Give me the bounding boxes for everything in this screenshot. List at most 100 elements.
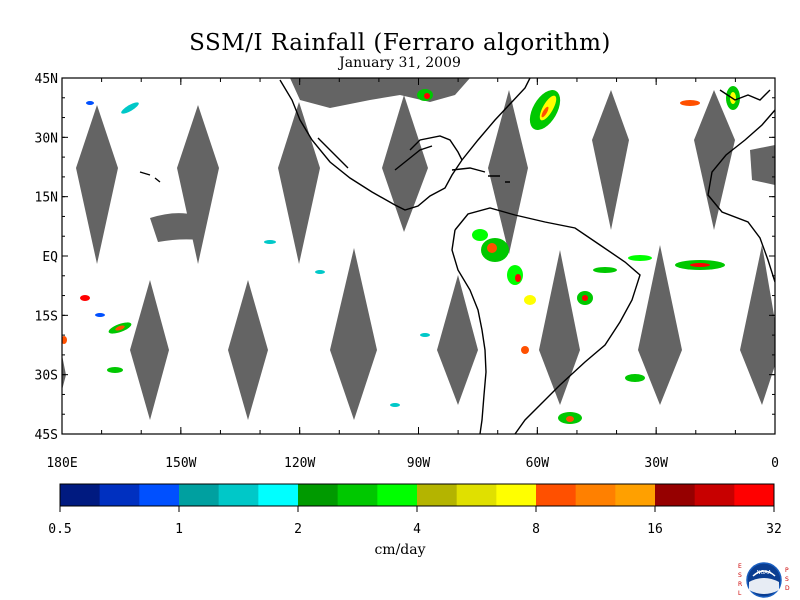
swath-gap xyxy=(539,250,580,405)
rain-patch xyxy=(582,295,588,301)
colorbar-tick-label: 2 xyxy=(294,522,302,537)
lat-label: 30N xyxy=(35,131,58,146)
rain-patch xyxy=(690,263,710,267)
map-content xyxy=(62,78,775,434)
colorbar-tick-label: 4 xyxy=(413,522,421,537)
rain-patch xyxy=(264,240,276,244)
map-date: January 31, 2009 xyxy=(339,55,461,71)
colorbar-swatch xyxy=(694,484,735,506)
rain-patch xyxy=(472,229,488,241)
rain-patch xyxy=(121,102,139,114)
rain-patch xyxy=(680,100,700,106)
colorbar-swatch xyxy=(139,484,180,506)
rain-patch xyxy=(86,101,94,105)
swath-gap xyxy=(150,213,200,242)
rain-patches xyxy=(62,86,740,424)
lon-label: 150W xyxy=(165,456,196,471)
colorbar-swatch xyxy=(298,484,339,506)
lon-label: 120W xyxy=(284,456,315,471)
swath-gap xyxy=(638,245,682,405)
logo-left-letter-3: R xyxy=(738,581,742,588)
colorbar-swatch xyxy=(655,484,696,506)
coastline-mexico xyxy=(317,137,433,171)
colorbar-tick-label: 16 xyxy=(647,522,663,537)
lat-label: 30S xyxy=(35,369,58,384)
colorbar-swatch xyxy=(496,484,537,506)
colorbar-swatch xyxy=(734,484,775,506)
lon-label: 90W xyxy=(407,456,431,471)
lat-label: 45N xyxy=(35,72,58,87)
logo-left-letter-4: L xyxy=(738,590,742,597)
colorbar-swatch xyxy=(417,484,458,506)
swath-gap xyxy=(278,102,320,264)
logo-right-letter-3: D xyxy=(785,585,790,592)
latitude-axis: 45N 30N 15N EQ 15S 30S 45S xyxy=(35,72,775,443)
rain-patch xyxy=(521,346,529,354)
rain-patch xyxy=(628,255,652,261)
logo-left-letter-1: E xyxy=(738,563,742,570)
swath-gap xyxy=(694,90,735,230)
coastline-europe xyxy=(719,89,771,101)
logo-right-letter-2: S xyxy=(785,576,789,583)
longitude-axis: 180E 150W 120W 90W 60W 30W 0 xyxy=(46,78,779,471)
colorbar-unit-label: cm/day xyxy=(374,542,426,558)
map-title: SSM/I Rainfall (Ferraro algorithm) xyxy=(189,30,611,56)
lon-label: 30W xyxy=(644,456,668,471)
rain-patch xyxy=(107,367,123,373)
swath-gap-regions xyxy=(62,78,775,420)
swath-gap xyxy=(592,90,629,230)
swath-gap xyxy=(330,248,377,420)
colorbar-tick-label: 1 xyxy=(175,522,183,537)
rain-patch xyxy=(80,295,90,301)
swath-gap xyxy=(228,280,268,420)
colorbar-swatch xyxy=(258,484,299,506)
rain-patch xyxy=(95,313,105,317)
colorbar-tick-label: 32 xyxy=(766,522,782,537)
lon-label: 180E xyxy=(46,456,77,471)
swath-gap xyxy=(76,105,118,264)
rain-patch xyxy=(625,374,645,382)
rain-patch xyxy=(541,106,549,118)
colorbar-swatch xyxy=(377,484,418,506)
colorbar-swatch xyxy=(615,484,656,506)
lon-label: 0 xyxy=(771,456,779,471)
swath-gap xyxy=(177,105,219,264)
swath-gap xyxy=(488,90,528,254)
rain-patch xyxy=(420,333,430,337)
rain-patch xyxy=(507,265,523,285)
rain-patch xyxy=(62,336,67,344)
swath-gap xyxy=(750,145,775,185)
logo-right-letter-1: P xyxy=(785,567,789,574)
rain-patch xyxy=(390,403,400,407)
lat-label: 15N xyxy=(35,191,58,206)
rain-patch xyxy=(566,416,574,422)
coastline-africa xyxy=(707,109,775,283)
logo-left-letter-2: S xyxy=(738,572,742,579)
swath-gap xyxy=(62,355,66,390)
coastline-hawaii xyxy=(139,171,161,183)
colorbar: 0.5 1 2 4 8 16 32 xyxy=(48,483,782,537)
colorbar-swatch xyxy=(456,484,497,506)
rain-patch xyxy=(524,295,536,305)
rain-patch xyxy=(115,325,125,331)
noaa-esrl-psd-logo: E S R L P S D NOAA xyxy=(738,562,790,598)
lat-label: 15S xyxy=(35,309,58,324)
colorbar-tick-label: 8 xyxy=(532,522,540,537)
rain-patch xyxy=(515,274,521,282)
colorbar-tick-label: 0.5 xyxy=(48,522,71,537)
coastline-caribbean xyxy=(451,167,510,183)
rain-patch xyxy=(424,93,430,99)
colorbar-swatch xyxy=(536,484,577,506)
colorbar-swatch xyxy=(575,484,616,506)
colorbar-swatch xyxy=(60,484,101,506)
lat-label: EQ xyxy=(42,250,58,265)
swath-gap xyxy=(382,95,428,232)
swath-gap xyxy=(740,245,775,405)
coastlines xyxy=(139,78,775,434)
swath-gap xyxy=(437,275,478,405)
rain-patch xyxy=(315,270,325,274)
rain-patch xyxy=(487,243,497,253)
colorbar-swatch xyxy=(218,484,259,506)
coastline-south-america xyxy=(451,207,641,434)
